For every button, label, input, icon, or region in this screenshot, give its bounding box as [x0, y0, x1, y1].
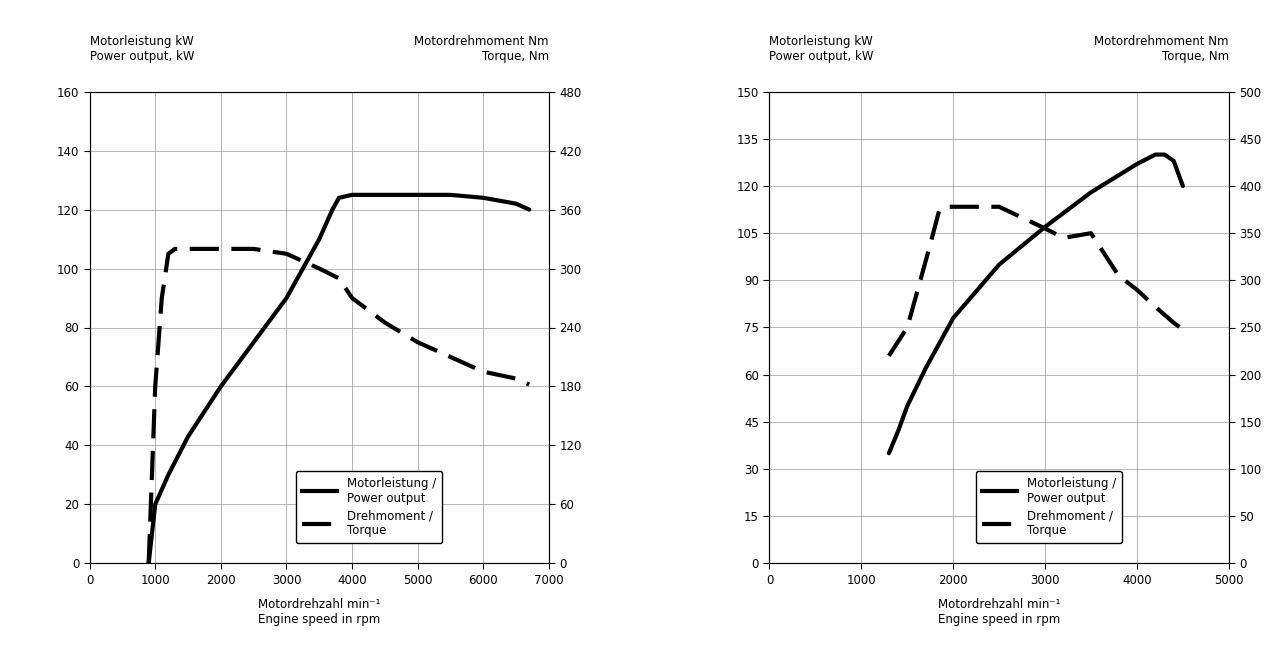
X-axis label: Motordrehzahl min⁻¹
Engine speed in rpm: Motordrehzahl min⁻¹ Engine speed in rpm [938, 598, 1060, 626]
Text: Motorleistung kW
Power output, kW: Motorleistung kW Power output, kW [90, 35, 195, 63]
Legend: Motorleistung /
Power output, Drehmoment /
Torque: Motorleistung / Power output, Drehmoment… [296, 471, 442, 543]
Text: Motorleistung kW
Power output, kW: Motorleistung kW Power output, kW [769, 35, 874, 63]
Legend: Motorleistung /
Power output, Drehmoment /
Torque: Motorleistung / Power output, Drehmoment… [975, 471, 1121, 543]
Text: Motordrehmoment Nm
Torque, Nm: Motordrehmoment Nm Torque, Nm [1094, 35, 1229, 63]
Text: Motordrehmoment Nm
Torque, Nm: Motordrehmoment Nm Torque, Nm [415, 35, 549, 63]
X-axis label: Motordrehzahl min⁻¹
Engine speed in rpm: Motordrehzahl min⁻¹ Engine speed in rpm [259, 598, 380, 626]
